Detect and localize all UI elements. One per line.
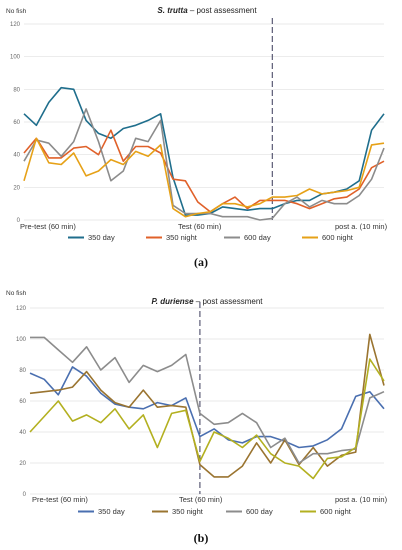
y-tick-label: 40 bbox=[13, 153, 20, 159]
phase-label-post: post a. (10 min) bbox=[335, 495, 388, 504]
legend-entry: 350 night bbox=[166, 233, 198, 242]
legend-entry: 350 night bbox=[172, 507, 204, 516]
chart-title-rest: – post assessment bbox=[188, 6, 258, 15]
series-line bbox=[23, 129, 385, 213]
legend-entry: 600 day bbox=[244, 233, 271, 242]
phase-markers bbox=[271, 18, 273, 220]
gridlines bbox=[30, 307, 384, 495]
y-tick-label: 100 bbox=[16, 337, 27, 343]
chart-panel-a: No fish S. trutta – post assessment 0 20 4… bbox=[6, 6, 388, 269]
legend-entry: 600 night bbox=[320, 507, 352, 516]
y-tick-label: 120 bbox=[16, 306, 27, 312]
chart-title: S. trutta – post assessment bbox=[157, 6, 257, 15]
y-tick-labels: 0 20 40 60 80 100 120 bbox=[16, 306, 27, 498]
series-line bbox=[29, 333, 385, 478]
series-line bbox=[29, 358, 385, 480]
series-lines bbox=[29, 333, 385, 480]
phase-label-pre-test: Pre-test (60 min) bbox=[32, 495, 88, 504]
panel-label: (b) bbox=[194, 531, 209, 545]
legend-entry: 350 day bbox=[88, 233, 115, 242]
legend-entry: 600 night bbox=[322, 233, 354, 242]
y-tick-label: 0 bbox=[23, 492, 27, 498]
gridlines bbox=[24, 23, 384, 221]
y-tick-label: 80 bbox=[13, 87, 20, 93]
series-line bbox=[30, 336, 385, 464]
chart-title-rest: – post assessment bbox=[194, 297, 264, 306]
y-tick-label: 60 bbox=[13, 120, 20, 126]
phase-label-post: post a. (10 min) bbox=[335, 222, 388, 231]
phase-markers bbox=[199, 302, 201, 494]
y-tick-label: 60 bbox=[19, 399, 26, 405]
chart-title-species: S. trutta bbox=[157, 6, 188, 15]
y-tick-label: 120 bbox=[10, 22, 21, 28]
legend: 350 day 350 night 600 day 600 night bbox=[78, 507, 352, 516]
y-tick-label: 0 bbox=[17, 218, 21, 224]
series-line bbox=[23, 86, 385, 216]
chart-panel-b: No fish P. duriense – post assessment 0 2… bbox=[6, 290, 388, 545]
legend-entry: 600 day bbox=[246, 507, 273, 516]
phase-label-test: Test (60 min) bbox=[178, 222, 222, 231]
series-line bbox=[23, 108, 385, 221]
phase-label-pre-test: Pre-test (60 min) bbox=[20, 222, 76, 231]
y-tick-label: 20 bbox=[19, 461, 26, 467]
y-axis-label: No fish bbox=[6, 8, 27, 15]
series-lines bbox=[23, 86, 385, 221]
y-tick-label: 80 bbox=[19, 368, 26, 374]
y-axis-label: No fish bbox=[6, 290, 27, 297]
legend: 350 day 350 night 600 day 600 night bbox=[68, 233, 354, 242]
chart-title-species: P. duriense bbox=[151, 297, 194, 306]
y-tick-label: 100 bbox=[10, 55, 21, 61]
panel-label: (a) bbox=[194, 255, 208, 269]
series-line bbox=[23, 137, 385, 218]
chart-title: P. duriense – post assessment bbox=[151, 297, 263, 306]
phase-label-test: Test (60 min) bbox=[179, 495, 223, 504]
y-tick-label: 20 bbox=[13, 185, 20, 191]
y-tick-labels: 0 20 40 60 80 100 120 bbox=[10, 22, 21, 224]
legend-entry: 350 day bbox=[98, 507, 125, 516]
y-tick-label: 40 bbox=[19, 430, 26, 436]
series-line bbox=[29, 366, 385, 449]
